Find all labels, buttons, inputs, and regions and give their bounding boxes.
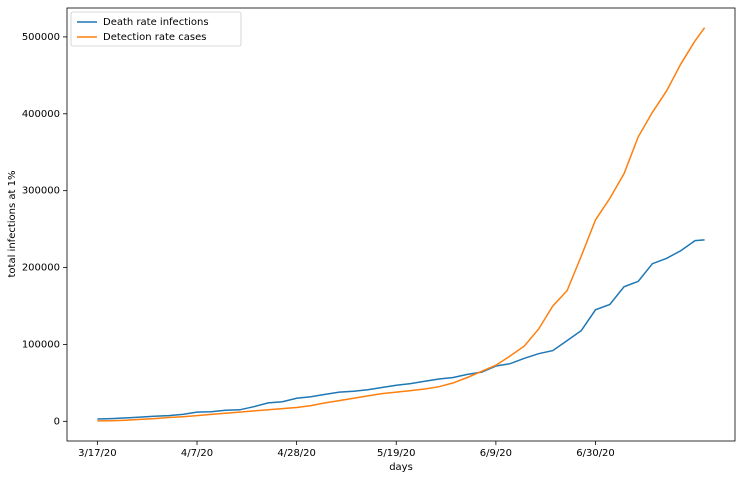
legend-label: Detection rate cases: [103, 32, 206, 43]
y-tick-label: 100000: [22, 339, 60, 350]
x-axis-label: days: [389, 462, 413, 473]
plot-frame: [66, 7, 736, 442]
x-tick-label: 6/9/20: [480, 448, 512, 459]
x-tick-label: 3/17/20: [78, 448, 117, 459]
x-tick-label: 4/28/20: [277, 448, 316, 459]
x-tick-label: 5/19/20: [377, 448, 416, 459]
data-line: [97, 27, 706, 422]
data-line: [97, 239, 705, 420]
y-tick-label: 400000: [22, 109, 60, 120]
y-tick-label: 200000: [22, 263, 60, 274]
y-tick-label: 0: [54, 416, 60, 427]
y-axis-label: total infections at 1%: [7, 171, 18, 278]
x-tick-label: 4/7/20: [181, 448, 213, 459]
legend-label: Death rate infections: [103, 17, 209, 28]
y-tick-label: 300000: [22, 186, 60, 197]
x-tick-label: 6/30/20: [576, 448, 615, 459]
y-tick-label: 500000: [22, 32, 60, 43]
legend-box: [70, 11, 242, 47]
